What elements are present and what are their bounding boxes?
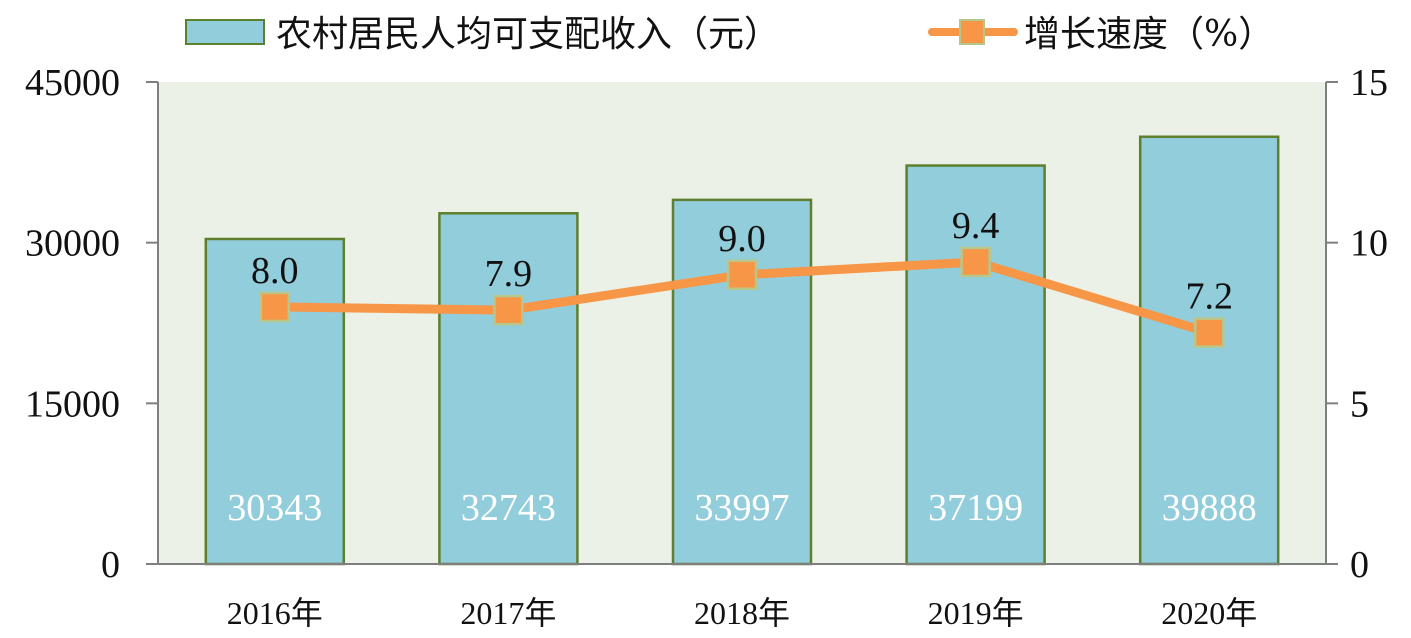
x-tick-label: 2016年 bbox=[227, 595, 323, 631]
growth-value-label: 9.4 bbox=[952, 205, 1000, 247]
bar-value-label: 39888 bbox=[1162, 487, 1257, 529]
axes-group: 0 15000 30000 45000 0 5 10 15 2016年 2017年 2018年 201… bbox=[25, 62, 1388, 631]
x-tick-label: 2017年 bbox=[460, 595, 556, 631]
growth-value-label: 9.0 bbox=[718, 218, 766, 260]
growth-marker-2017年 bbox=[493, 294, 524, 326]
y-right-tick-label: 15 bbox=[1350, 62, 1388, 104]
growth-value-label: 8.0 bbox=[251, 250, 299, 292]
bar-value-label: 37199 bbox=[928, 487, 1023, 529]
growth-marker-2019年 bbox=[960, 246, 991, 278]
y-left-tick-label: 0 bbox=[101, 544, 120, 586]
legend-swatch-bar bbox=[185, 19, 265, 45]
legend-swatch-marker bbox=[959, 19, 985, 45]
x-tick-label: 2019年 bbox=[928, 595, 1024, 631]
y-right-tick-label: 10 bbox=[1350, 223, 1388, 265]
line-series-group bbox=[259, 246, 1225, 348]
bar-value-label: 30343 bbox=[227, 487, 322, 529]
x-tick-label: 2018年 bbox=[694, 595, 790, 631]
legend: 农村居民人均可支配收入（元） 增长速度（%） bbox=[185, 14, 1274, 55]
bar-value-label: 33997 bbox=[695, 487, 790, 529]
growth-value-label: 7.9 bbox=[485, 253, 533, 295]
legend-label-line: 增长速度（%） bbox=[1024, 14, 1274, 55]
y-left-tick-label: 30000 bbox=[25, 223, 120, 265]
bar-value-label: 32743 bbox=[461, 487, 556, 529]
y-right-tick-label: 5 bbox=[1350, 383, 1369, 425]
y-left-tick-label: 45000 bbox=[25, 62, 120, 104]
bar-2020年 bbox=[1138, 135, 1280, 566]
legend-label-bar: 农村居民人均可支配收入（元） bbox=[276, 14, 780, 55]
growth-marker-2016年 bbox=[259, 291, 291, 323]
bar-2019年 bbox=[905, 164, 1046, 566]
labels-group: 30343 32743 33997 37199 39888 8.0 7.9 9.0 9.4 7.2 bbox=[227, 205, 1256, 529]
y-right-tick-label: 0 bbox=[1350, 544, 1369, 586]
growth-marker-2020年 bbox=[1193, 317, 1225, 348]
growth-marker-2018年 bbox=[726, 259, 758, 291]
x-tick-label: 2020年 bbox=[1161, 595, 1257, 631]
y-left-tick-label: 15000 bbox=[25, 383, 120, 425]
growth-value-label: 7.2 bbox=[1185, 276, 1233, 318]
